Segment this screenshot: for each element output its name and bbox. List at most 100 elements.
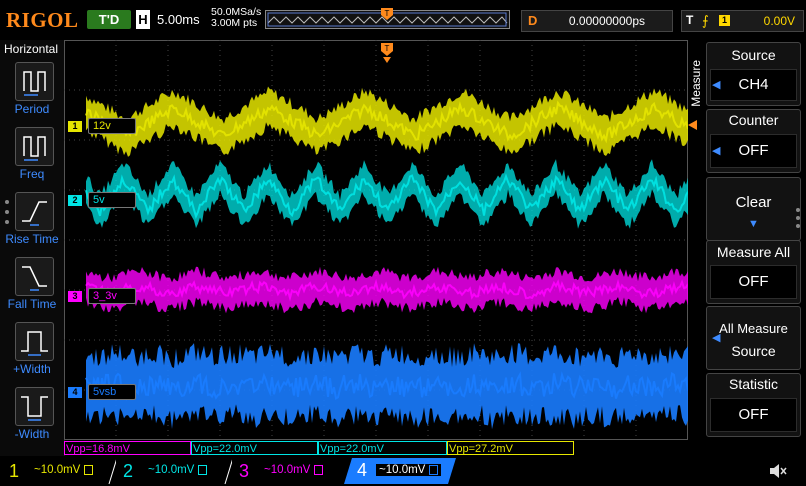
menu-item-value: OFF — [710, 134, 797, 168]
trigger-position-icon: T — [381, 8, 393, 20]
ch2-status[interactable]: 2 ~10.0mV — [118, 459, 226, 483]
arrow-left-icon: ◀ — [712, 79, 721, 91]
menu-item-value: OFF — [710, 398, 797, 432]
scroll-dot — [796, 216, 800, 220]
trigger-level-marker-icon[interactable] — [688, 120, 698, 130]
sample-rate: 50.0MSa/s — [211, 6, 262, 18]
menu-title: Measure — [689, 60, 703, 107]
menu-item-value: OFF — [710, 265, 797, 299]
counter-menu-button[interactable]: Counter OFF ◀ — [706, 109, 801, 173]
graticule — [64, 40, 688, 440]
channel-number: 2 — [122, 461, 133, 481]
measure-label: Fall Time — [7, 297, 57, 311]
measure-pos-width[interactable]: +Width — [0, 320, 64, 380]
fall-time-icon — [15, 257, 54, 296]
pos-width-icon — [15, 322, 54, 361]
channel-scale: ~10.0mV — [376, 464, 441, 476]
trigger-source: 1 — [719, 15, 730, 26]
measure-period[interactable]: Period — [0, 60, 64, 120]
freq-icon — [15, 127, 54, 166]
ground-coupling-icon — [429, 465, 438, 475]
menu-item-label: Measure All — [716, 244, 791, 260]
measure-menu: Source CH4 ◀ Counter OFF ◀ Clear ▼ Measu… — [706, 40, 806, 440]
divider — [224, 459, 232, 485]
delay-label: D — [528, 13, 538, 28]
measure-label: -Width — [14, 427, 50, 441]
measure-neg-width[interactable]: -Width — [0, 385, 64, 445]
scroll-dot — [796, 208, 800, 212]
memory-depth: 3.00M pts — [211, 17, 258, 29]
acquisition-info: 50.0MSa/s 3.00M pts — [211, 7, 261, 29]
measurement-result: Vpp=16.8mV — [64, 441, 191, 455]
measure-freq[interactable]: Freq — [0, 125, 64, 185]
measure-all-menu-button[interactable]: Measure All OFF — [706, 240, 801, 304]
ch3-label-tag[interactable]: 3_3v — [88, 288, 136, 304]
menu-item-value: Source — [731, 343, 776, 359]
measurement-result: Vpp=22.0mV — [191, 441, 318, 455]
statistic-menu-button[interactable]: Statistic OFF — [706, 373, 801, 437]
measure-label: Rise Time — [5, 232, 59, 246]
arrow-left-icon: ◀ — [712, 145, 721, 157]
menu-item-label: Source — [731, 47, 776, 63]
measure-label: Period — [14, 102, 50, 116]
rise-time-icon — [15, 192, 54, 231]
ch2-label-tag[interactable]: 5v — [88, 192, 136, 208]
ch1-ground-marker[interactable]: 1 — [68, 121, 82, 132]
ch4-ground-marker[interactable]: 4 — [68, 387, 82, 398]
rising-edge-icon: ⨍ — [702, 13, 709, 28]
scroll-dot — [5, 220, 9, 224]
ch2-ground-marker[interactable]: 2 — [68, 195, 82, 206]
arrow-left-icon: ◀ — [712, 332, 721, 344]
ch3-status[interactable]: 3 ~10.0mV — [234, 459, 342, 483]
waveform-display[interactable]: T 1 2 3 4 12v 5v 3_3v 5vsb — [64, 40, 697, 440]
svg-text:T: T — [385, 44, 390, 53]
panel-title: Horizontal — [4, 42, 59, 56]
measure-fall-time[interactable]: Fall Time — [0, 255, 64, 315]
speaker-muted-icon[interactable] — [768, 461, 788, 481]
ground-coupling-icon — [313, 464, 323, 475]
menu-item-value: CH4 — [710, 69, 797, 101]
delay-value: 0.00000000ps — [568, 14, 645, 28]
channel-number: 3 — [238, 461, 249, 481]
trigger-status-badge: T'D — [87, 10, 131, 29]
memory-window[interactable]: T — [265, 8, 510, 29]
brand-logo: RIGOL — [6, 8, 79, 32]
arrow-down-icon: ▼ — [748, 218, 759, 230]
timebase-value[interactable]: 5.00ms — [157, 12, 200, 27]
status-bar: RIGOL T'D H 5.00ms 50.0MSa/s 3.00M pts T… — [0, 0, 806, 40]
measurement-result: Vpp=27.2mV — [447, 441, 574, 455]
menu-item-label: All Measure — [719, 321, 788, 336]
ch1-label-tag[interactable]: 12v — [88, 118, 136, 134]
channel-status-bar: 1 ~10.0mV 2 ~10.0mV 3 ~10.0mV 4 ~10.0mV — [0, 456, 806, 486]
ground-coupling-icon — [83, 464, 93, 475]
divider — [108, 459, 116, 485]
clear-menu-button[interactable]: Clear ▼ — [706, 177, 801, 241]
channel-scale: ~10.0mV — [34, 464, 93, 476]
period-icon — [15, 62, 54, 101]
source-menu-button[interactable]: Source CH4 ◀ — [706, 42, 801, 106]
delay-box[interactable]: D 0.00000000ps — [521, 10, 673, 32]
ch4-label-tag[interactable]: 5vsb — [88, 384, 136, 400]
measurement-results-bar: Vpp=16.8mV Vpp=22.0mV Vpp=22.0mV Vpp=27.… — [64, 440, 688, 456]
menu-item-label: Counter — [728, 112, 779, 128]
channel-scale: ~10.0mV — [264, 464, 323, 476]
ch1-status[interactable]: 1 ~10.0mV — [4, 459, 110, 483]
ch3-ground-marker[interactable]: 3 — [68, 291, 82, 302]
channel-number: 4 — [356, 460, 367, 480]
channel-number: 1 — [8, 461, 19, 481]
scroll-dot — [5, 200, 9, 204]
horizontal-measure-panel: Horizontal Period Freq Rise Time Fall Ti… — [0, 40, 65, 458]
measure-label: Freq — [19, 167, 45, 181]
ch4-status-active[interactable]: 4 ~10.0mV — [344, 458, 456, 484]
scroll-dot — [5, 210, 9, 214]
channel-scale: ~10.0mV — [148, 464, 207, 476]
ground-coupling-icon — [197, 464, 207, 475]
measure-rise-time[interactable]: Rise Time — [0, 190, 64, 250]
trigger-position-marker-icon[interactable]: T — [380, 42, 394, 64]
horizontal-label: H — [136, 10, 150, 29]
menu-item-label: Statistic — [728, 376, 778, 392]
all-measure-source-menu-button[interactable]: All Measure Source ◀ — [706, 306, 801, 370]
measurement-result: Vpp=22.0mV — [318, 441, 447, 455]
neg-width-icon — [15, 387, 54, 426]
trigger-box[interactable]: T ⨍ 1 0.00V — [681, 10, 804, 32]
